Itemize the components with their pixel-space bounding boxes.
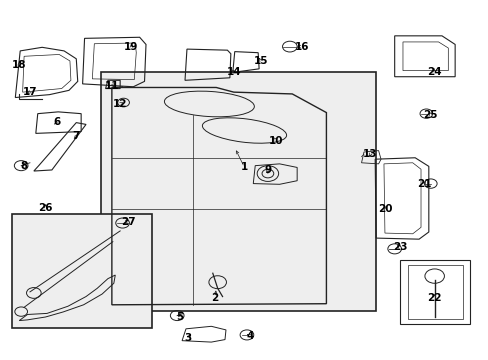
Text: 27: 27	[121, 217, 136, 227]
Text: 16: 16	[294, 42, 308, 51]
Text: 15: 15	[253, 56, 268, 66]
Text: 2: 2	[211, 293, 219, 303]
Text: 21: 21	[416, 179, 431, 189]
Text: 5: 5	[176, 312, 183, 322]
Text: 10: 10	[268, 136, 283, 146]
Text: 25: 25	[423, 110, 437, 120]
Text: 8: 8	[20, 161, 28, 171]
Text: 4: 4	[246, 331, 254, 341]
Text: 22: 22	[426, 293, 441, 303]
Text: 12: 12	[112, 99, 127, 109]
Text: 20: 20	[377, 204, 391, 215]
Text: 17: 17	[22, 87, 37, 97]
Text: 9: 9	[264, 165, 271, 175]
Text: 1: 1	[241, 162, 247, 172]
Text: 13: 13	[362, 149, 377, 159]
Text: 7: 7	[72, 131, 80, 141]
Text: 11: 11	[104, 81, 119, 91]
Text: 3: 3	[184, 333, 192, 343]
Text: 26: 26	[38, 203, 53, 213]
Text: 23: 23	[392, 242, 407, 252]
Text: 24: 24	[426, 67, 441, 77]
Text: 19: 19	[124, 42, 138, 51]
Text: 6: 6	[53, 117, 61, 127]
Text: 18: 18	[12, 59, 26, 69]
Bar	[101, 72, 375, 311]
Bar	[12, 214, 152, 328]
Text: 14: 14	[226, 67, 241, 77]
